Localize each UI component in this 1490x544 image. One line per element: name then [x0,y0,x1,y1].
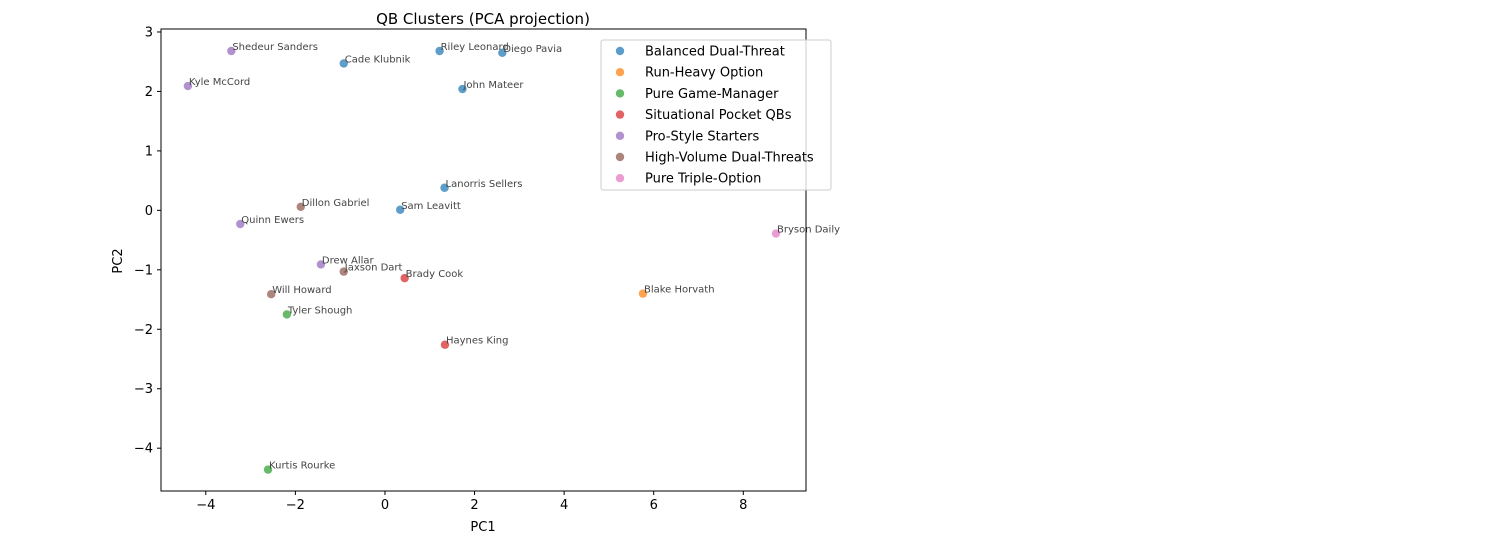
point-label: Diego Pavia [503,44,562,55]
point-label: Riley Leonard [441,42,509,53]
legend-items: Balanced Dual-Threat Run-Heavy Option Pure… [615,45,814,187]
legend-entry: Run-Heavy Option [645,66,763,81]
legend-marker [615,152,625,162]
data-point [183,81,193,91]
point-label: Bryson Daily [777,225,840,236]
y-axis-label: PC2 [111,248,126,273]
point-label: Haynes King [446,336,508,347]
data-point [227,46,236,56]
point-label: Tyler Shough [287,305,353,316]
data-point [400,273,409,283]
x-axis-label: PC1 [470,520,495,535]
point-label: Drew Allar [322,255,375,266]
point-label: Dillon Gabriel [302,198,370,209]
data-point [263,465,273,474]
data-point [236,219,245,229]
point-label: Kurtis Rourke [269,461,335,472]
data-point [440,340,450,349]
legend-entry: High-Volume Dual-Threats [645,151,814,166]
data-point [316,260,326,269]
y-tick-label: 2 [145,85,153,100]
y-tick-label: −1 [134,263,153,278]
x-tick-label: 6 [650,498,658,513]
x-tick-label: 2 [470,498,478,513]
data-point [282,310,292,319]
point-label: Lanorris Sellers [446,179,523,190]
data-point [395,205,405,214]
data-point [458,84,467,94]
data-point [266,289,276,299]
y-tick-label: −4 [134,442,153,457]
legend-marker [615,110,625,119]
point-label: Jaxson Dart [344,263,403,274]
x-tick-label: −4 [196,498,215,513]
y-tick-label: 3 [145,25,153,40]
legend-entry: Situational Pocket QBs [645,108,792,123]
point-label: Kyle McCord [189,77,250,88]
point-label: Quinn Ewers [241,215,304,226]
legend-marker [615,174,625,183]
legend-entry: Pro-Style Starters [645,129,759,144]
points-layer [183,46,781,474]
data-point [435,46,444,56]
x-tick-label: 8 [739,498,747,513]
legend-marker [615,131,625,140]
y-tick-label: −3 [134,382,153,397]
legend-marker [615,89,625,98]
data-point [296,202,305,211]
y-axis: −4 −3 −2 −1 0 1 2 3 [134,25,161,457]
point-label: Brady Cook [406,269,464,280]
point-label: Cade Klubnik [345,54,411,65]
legend-entry: Pure Triple-Option [645,172,761,187]
data-point [440,183,449,192]
data-point [339,267,348,276]
point-label: Sam Leavitt [401,201,461,212]
legend-marker [615,68,625,77]
point-label: John Mateer [462,80,524,91]
legend-box [600,39,832,191]
data-point [638,289,648,298]
y-tick-label: −2 [134,323,153,338]
y-tick-label: 0 [145,204,153,219]
legend-entry: Balanced Dual-Threat [645,45,785,60]
plot-frame [160,28,807,492]
chart-title: QB Clusters (PCA projection) [376,10,590,28]
x-tick-label: 4 [560,498,568,513]
x-tick-label: 0 [381,498,389,513]
legend: Balanced Dual-Threat Run-Heavy Option Pure… [600,39,832,191]
point-label: Blake Horvath [644,285,715,296]
x-axis: −4 −2 0 2 4 6 8 [196,491,747,513]
legend-entry: Pure Game-Manager [645,87,779,102]
point-label: Will Howard [272,285,331,296]
data-point [339,59,348,68]
data-point [771,229,781,238]
legend-marker [615,46,625,56]
point-label: Shedeur Sanders [232,42,318,53]
x-tick-label: −2 [286,498,305,513]
y-tick-label: 1 [145,144,153,159]
data-point [498,48,507,57]
